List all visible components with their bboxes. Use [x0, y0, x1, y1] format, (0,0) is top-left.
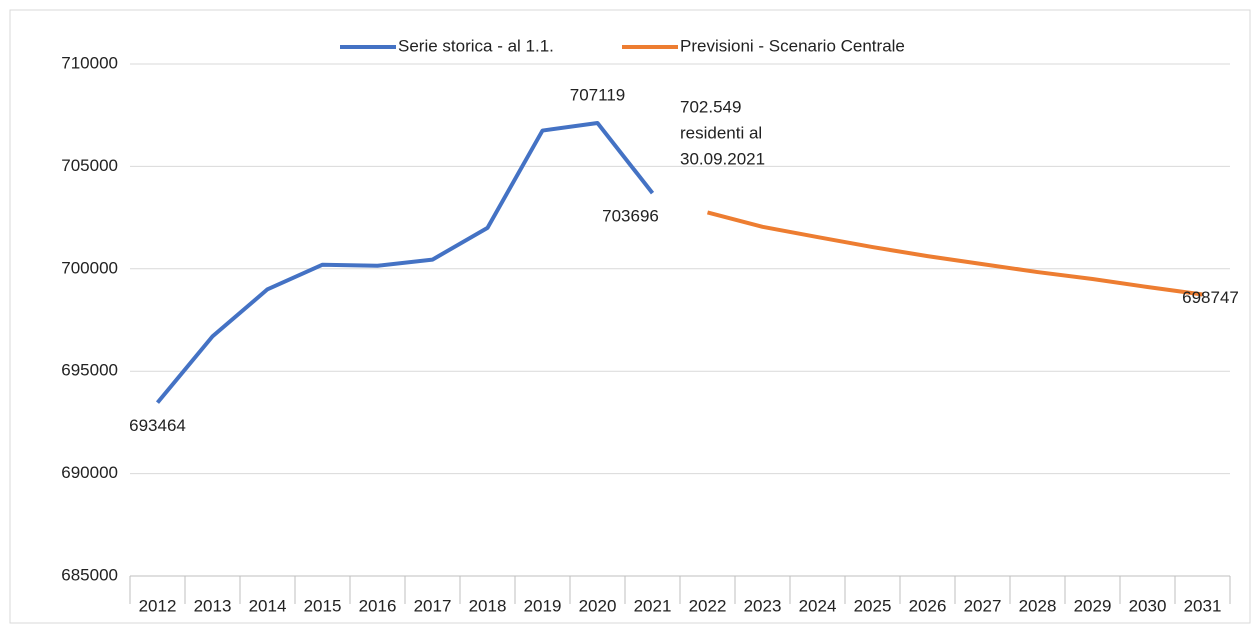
- x-tick-label: 2015: [304, 596, 342, 615]
- x-tick-label: 2017: [414, 596, 452, 615]
- series-line: [155, 121, 655, 404]
- x-tick-label: 2024: [799, 596, 837, 615]
- y-tick-label: 710000: [61, 53, 118, 72]
- data-label: 707119: [570, 85, 625, 104]
- x-tick-label: 2030: [1129, 596, 1167, 615]
- data-label: 703696: [602, 207, 659, 226]
- x-tick-label: 2019: [524, 596, 562, 615]
- x-tick-label: 2018: [469, 596, 507, 615]
- x-tick-label: 2020: [579, 596, 617, 615]
- x-tick-label: 2014: [249, 596, 287, 615]
- data-label: 698747: [1182, 288, 1239, 307]
- x-tick-label: 2022: [689, 596, 727, 615]
- series-line: [706, 210, 1203, 297]
- y-tick-label: 685000: [61, 565, 118, 584]
- x-tick-label: 2013: [194, 596, 232, 615]
- annotation: 702.549: [680, 97, 741, 116]
- x-tick-label: 2028: [1019, 596, 1057, 615]
- x-tick-label: 2023: [744, 596, 782, 615]
- x-tick-label: 2031: [1184, 596, 1222, 615]
- legend-label: Serie storica - al 1.1.: [398, 36, 554, 55]
- x-tick-label: 2025: [854, 596, 892, 615]
- x-tick-label: 2026: [909, 596, 947, 615]
- chart-border: [9, 9, 1251, 624]
- x-tick-label: 2021: [634, 596, 672, 615]
- x-tick-label: 2029: [1074, 596, 1112, 615]
- annotation: 30.09.2021: [680, 149, 765, 168]
- x-tick-label: 2016: [359, 596, 397, 615]
- y-tick-label: 700000: [61, 258, 118, 277]
- y-tick-label: 690000: [61, 463, 118, 482]
- y-tick-label: 695000: [61, 361, 118, 380]
- y-tick-label: 705000: [61, 156, 118, 175]
- legend-label: Previsioni - Scenario Centrale: [680, 36, 905, 55]
- annotation: residenti al: [680, 123, 762, 142]
- data-label: 693464: [129, 416, 186, 435]
- x-tick-label: 2012: [139, 596, 177, 615]
- x-tick-label: 2027: [964, 596, 1002, 615]
